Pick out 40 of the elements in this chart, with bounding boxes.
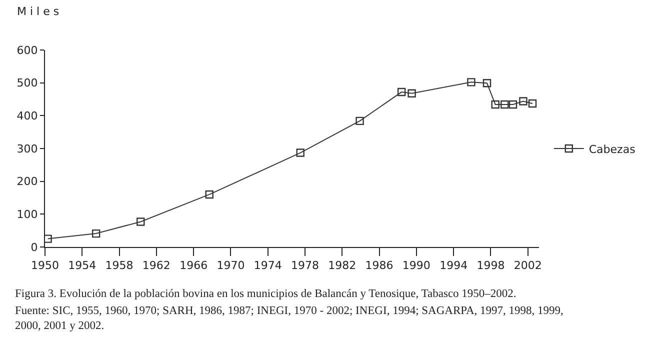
x-tick-label: 1962: [142, 259, 170, 272]
point: [296, 148, 304, 157]
x-tick-label: 1982: [328, 259, 356, 272]
x-tick-label: 1954: [68, 259, 96, 272]
text: Figura 3. Evolución de la población bovina en los municipios de Balancán y Tenosique, Tabasco 1950–2002.: [15, 288, 516, 300]
x-tick-label: 1950: [31, 259, 59, 272]
point: [482, 79, 492, 88]
point: [500, 100, 509, 109]
y-tick-label: 500: [16, 76, 38, 90]
y-tick-label: 0: [30, 240, 38, 254]
x-tick-label: 1966: [180, 259, 208, 272]
point: [508, 100, 518, 109]
x-tick-label: 1994: [440, 259, 468, 272]
y-tick-label: 100: [16, 208, 38, 222]
point: [528, 99, 537, 108]
x-tick-label: 1986: [365, 259, 394, 272]
point: [136, 218, 145, 226]
point: [205, 190, 214, 199]
x-tick-label: 1978: [291, 259, 319, 272]
x-tick-label: 1998: [476, 259, 505, 272]
x-tick-label: 1990: [402, 259, 430, 272]
x-tick-label: 1958: [105, 259, 134, 272]
point: [491, 100, 500, 109]
point: [519, 97, 528, 106]
x-tick-label: 1970: [216, 259, 245, 272]
legend-label: Cabezas: [588, 142, 636, 156]
point: [92, 229, 100, 238]
y-tick-label: 400: [16, 110, 38, 123]
point: [45, 234, 52, 243]
y-tick-label: 200: [16, 175, 38, 188]
point: [467, 78, 476, 86]
point: [408, 89, 416, 98]
point: [356, 116, 364, 126]
source-note: Fuente: SIC, 1955, 1960, 1970; SARH, 1986, 1987; INEGI, 1970 - 2002; INEGI, 1994; SAGARPA, 1997, 1998, 1999, 2000, 2001 y 2002.: [15, 305, 564, 332]
y-tick-label: 300: [16, 142, 38, 156]
x-tick-label: 2002: [514, 259, 542, 272]
y-tick-label: 600: [16, 44, 38, 57]
x-tick-label: 1974: [254, 259, 282, 272]
point: [397, 88, 406, 96]
y-axis-title: M i l e s: [17, 5, 60, 18]
